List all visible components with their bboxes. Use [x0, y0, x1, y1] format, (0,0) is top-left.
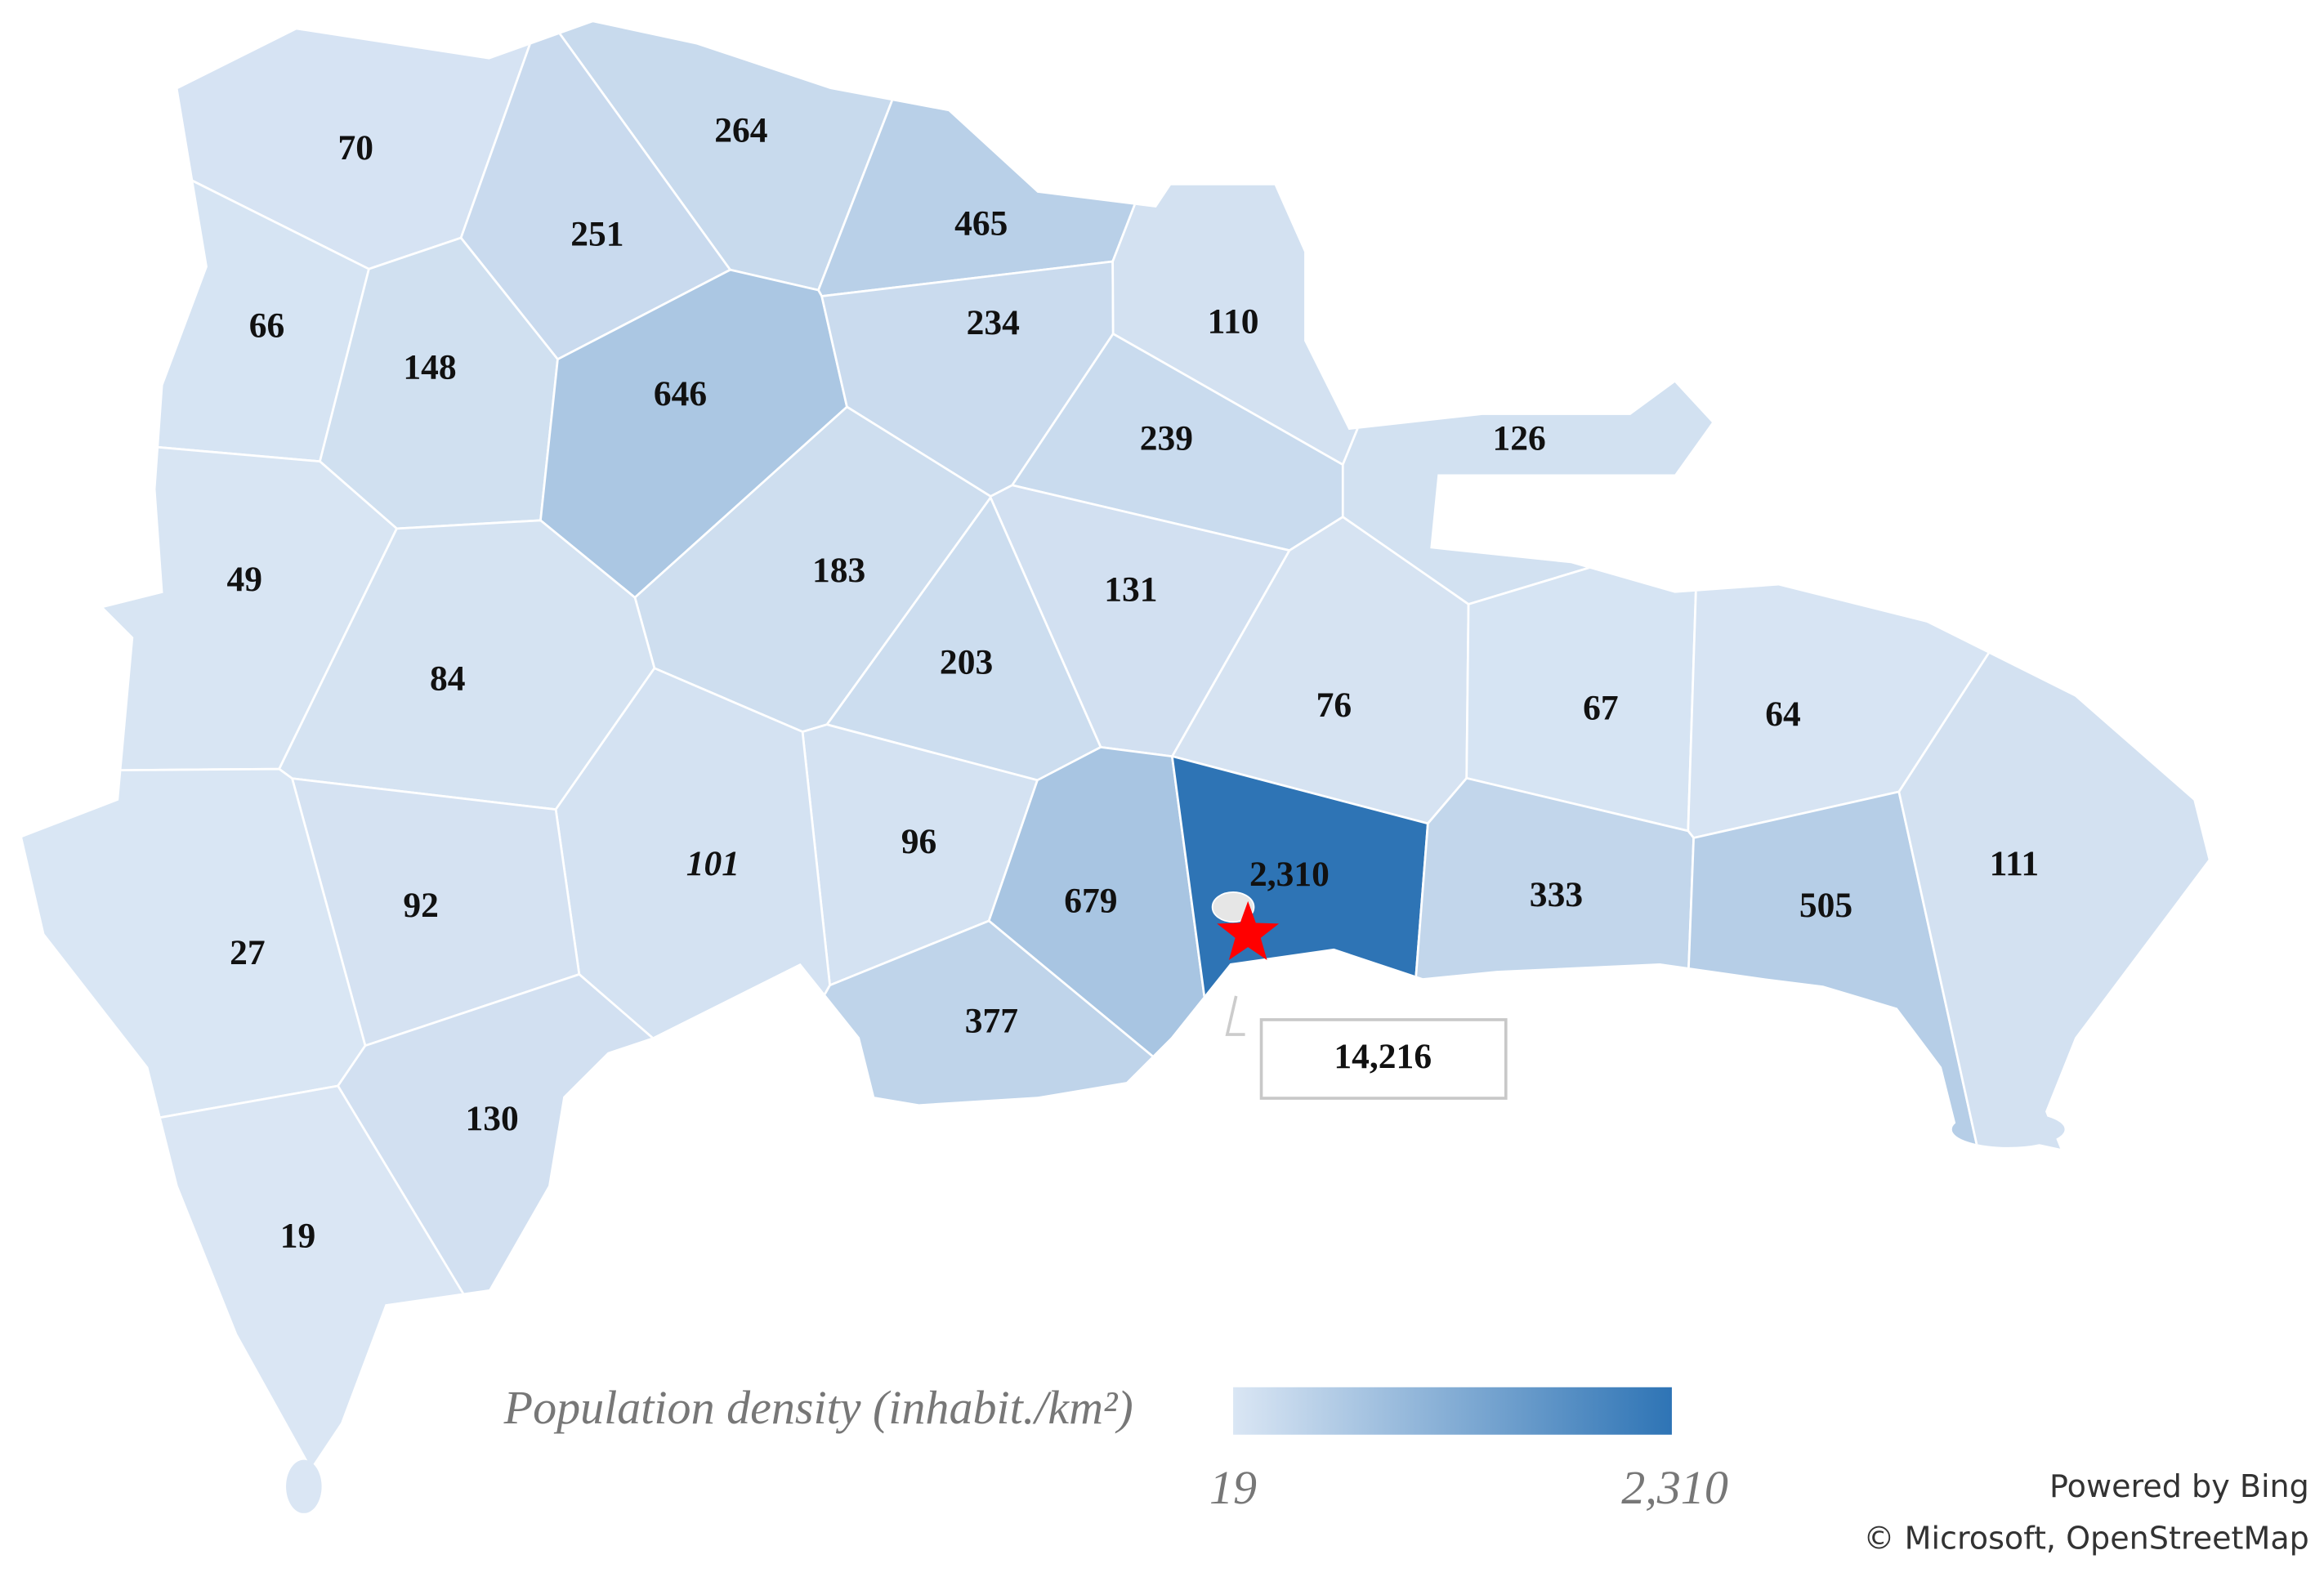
attribution: © Microsoft, OpenStreetMap [1863, 1520, 2308, 1556]
attribution: Powered by Bing [2049, 1468, 2309, 1504]
callout-leader [1225, 995, 1245, 1036]
region-label: 251 [570, 214, 623, 253]
region [1897, 131, 2209, 1513]
region-label: 505 [1799, 886, 1852, 925]
region-label: 203 [940, 642, 993, 681]
region-label: 111 [1990, 844, 2039, 883]
region-label: 679 [1064, 881, 1117, 920]
region-label: 84 [430, 659, 466, 698]
region-label: 239 [1140, 419, 1193, 458]
region-label: 646 [654, 374, 707, 413]
region-label: 130 [466, 1099, 519, 1138]
region-label: 2,310 [1249, 855, 1330, 894]
region-label: 49 [227, 560, 263, 599]
region-label: 333 [1530, 875, 1583, 914]
region-label: 465 [954, 204, 1008, 243]
region-label: 66 [249, 306, 285, 346]
region-label: 70 [338, 128, 374, 168]
region-label: 76 [1316, 686, 1352, 725]
region-label: 92 [403, 886, 439, 925]
capital-label: 14,216 [1334, 1037, 1432, 1076]
region-label: 19 [280, 1216, 316, 1255]
region-label: 64 [1765, 695, 1801, 734]
region-label: 264 [714, 110, 767, 150]
region-label: 183 [812, 551, 865, 590]
region-label: 110 [1208, 302, 1259, 341]
region-label: 126 [1492, 419, 1545, 458]
legend-gradient [1233, 1387, 1672, 1435]
legend-max: 2,310 [1621, 1461, 1728, 1514]
region-label: 377 [965, 1001, 1018, 1040]
region-label: 234 [967, 303, 1020, 342]
region [1341, 22, 2209, 605]
region-label: 148 [403, 347, 456, 386]
region-label: 131 [1104, 570, 1157, 610]
region-label: 101 [686, 844, 740, 883]
labels: 70 264 251 465 66 148 646 234 110 239 126 49 183 131 8… [227, 110, 2040, 1255]
region-label: 27 [230, 933, 266, 972]
region-label: 67 [1583, 689, 1619, 728]
legend-min: 19 [1209, 1461, 1257, 1514]
callout-box [1259, 1018, 1508, 1100]
capital-star [1217, 900, 1280, 961]
legend-title: Population density (inhabit./km²) [503, 1381, 1133, 1434]
region-label: 96 [901, 822, 937, 861]
